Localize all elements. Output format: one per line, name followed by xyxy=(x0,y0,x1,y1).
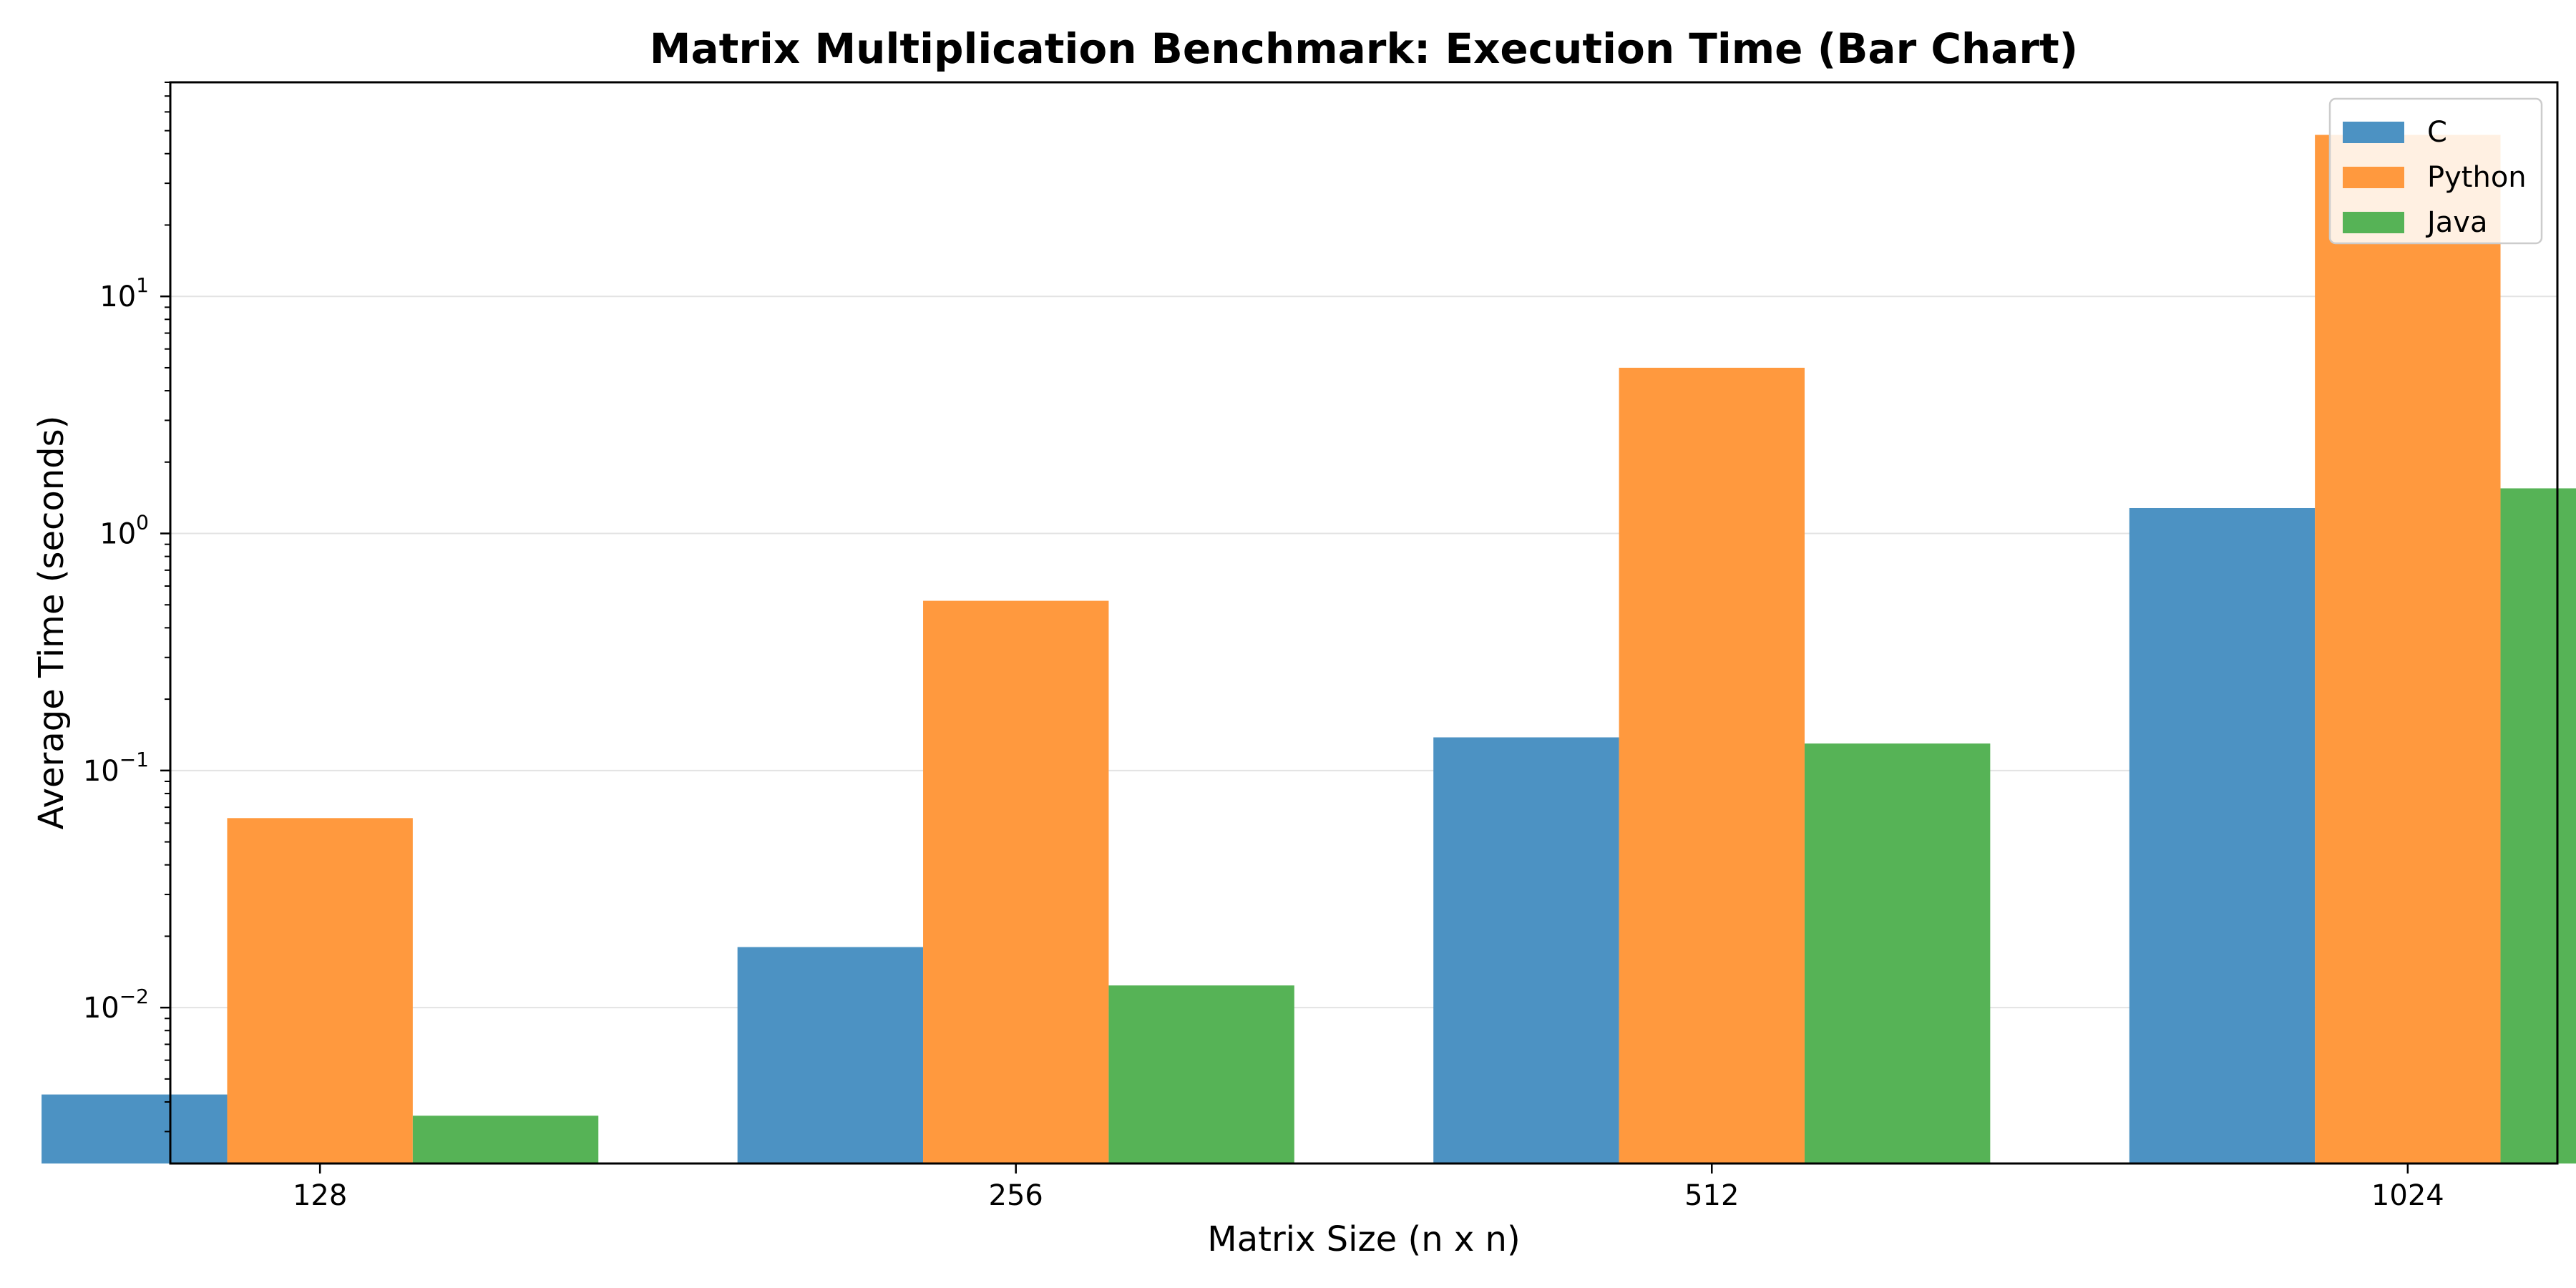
bar-java-256 xyxy=(1108,985,1294,1163)
x-axis-label: Matrix Size (n x n) xyxy=(1207,1219,1520,1259)
y-axis-label: Average Time (seconds) xyxy=(31,416,72,830)
bar-java-1024 xyxy=(2500,488,2576,1163)
bar-c-128 xyxy=(42,1094,228,1163)
bar-python-512 xyxy=(1619,367,1805,1163)
x-tick-label: 128 xyxy=(293,1179,347,1212)
bar-c-1024 xyxy=(2129,507,2316,1163)
legend-swatch-c xyxy=(2343,122,2404,143)
y-tick-label: 101 xyxy=(99,273,149,313)
legend-swatch-python xyxy=(2343,167,2404,188)
bar-c-512 xyxy=(1433,737,1619,1163)
x-tick-label: 512 xyxy=(1684,1179,1739,1212)
legend-swatch-java xyxy=(2343,212,2404,233)
bar-java-512 xyxy=(1804,743,1991,1163)
legend-label-c: C xyxy=(2427,116,2447,149)
y-tick-label: 10−1 xyxy=(83,748,149,788)
bar-c-256 xyxy=(737,947,924,1163)
bar-python-1024 xyxy=(2315,135,2501,1163)
legend: C Python Java xyxy=(2328,97,2543,245)
legend-label-python: Python xyxy=(2427,161,2527,194)
bar-python-256 xyxy=(923,600,1109,1163)
y-tick-label: 10−2 xyxy=(83,985,149,1025)
y-tick-label: 100 xyxy=(99,511,149,551)
bar-java-128 xyxy=(412,1116,599,1163)
bars xyxy=(42,135,2576,1163)
x-tick-label: 1024 xyxy=(2371,1179,2444,1212)
legend-label-java: Java xyxy=(2425,206,2488,239)
chart-title: Matrix Multiplication Benchmark: Executi… xyxy=(650,24,2078,73)
bar-python-128 xyxy=(227,818,413,1163)
plot-area-frame xyxy=(169,81,2559,1165)
axis-ticks: 10−2 10−1 100 101 128 256 512 1024 xyxy=(83,82,2444,1212)
x-tick-label: 256 xyxy=(989,1179,1043,1212)
